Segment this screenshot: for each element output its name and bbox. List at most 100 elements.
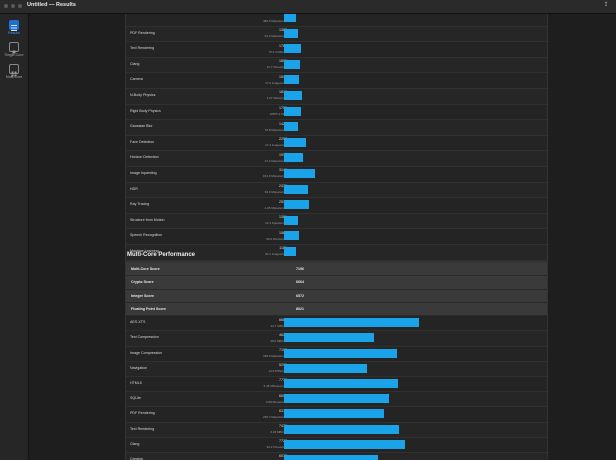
score-bar xyxy=(284,215,298,225)
summary-score-name: Floating Point Score xyxy=(131,306,166,311)
workload-row: Ray Tracing 2536 2.05 Mpixels/sec xyxy=(126,198,547,214)
score-bar xyxy=(284,333,374,343)
workload-throughput: 17.4 images/sec xyxy=(265,143,287,148)
sidebar-item-multi-core[interactable]: Multi-Core xyxy=(0,64,28,79)
workload-score: 1582 xyxy=(279,230,287,235)
workload-throughput: 28.0 MB/sec xyxy=(270,338,287,343)
workload-throughput: 2.05 Mpixels/sec xyxy=(264,205,287,210)
workload-row: N-Body Physics 1818 1.37 Minstr/sec xyxy=(126,88,547,105)
workload-throughput: 1.37 Minstr/sec xyxy=(266,96,287,101)
multi-core-table: Multi-Core Score 7196 Crypto Score 6664 Inte… xyxy=(125,262,548,460)
workload-row: Image Inpainting 3140 154.0 Mpixels/sec xyxy=(126,167,547,183)
score-bar xyxy=(284,14,296,22)
workload-name: AES-XTS xyxy=(130,320,146,325)
summary-score-value: 8021 xyxy=(296,306,304,311)
workload-score: 1750 xyxy=(279,106,287,111)
workload-throughput: 47.2 Mpixels/sec xyxy=(264,158,287,163)
share-icon[interactable]: ⇪ xyxy=(603,2,609,8)
workload-throughput: 10875.3 FPS xyxy=(269,112,287,117)
score-bar xyxy=(284,44,302,54)
score-bar xyxy=(284,231,300,241)
results-content[interactable]: 486.6 Mpixels/sec PDF Rendering 1385 64.4 M… xyxy=(29,14,616,460)
workload-score: 2257 xyxy=(279,137,287,142)
workload-score: 2478 xyxy=(279,184,287,189)
workload-score: 6659 xyxy=(279,393,287,398)
workload-score: 1650 xyxy=(279,59,287,64)
workload-throughput: 154.0 Mpixels/sec xyxy=(262,174,287,179)
workload-row: Horizon Detection 1916 47.2 Mpixels/sec xyxy=(126,151,547,167)
workload-name: HTML5 xyxy=(130,380,142,385)
workload-name: N-Body Physics xyxy=(130,92,156,97)
workload-name: Ray Tracing xyxy=(130,202,150,207)
workload-score: 3140 xyxy=(279,168,287,173)
sidebar: Results Single-Core Multi-Core xyxy=(0,14,29,460)
summary-score-value: 7196 xyxy=(296,267,304,271)
workload-row: 486.6 Mpixels/sec xyxy=(126,14,547,27)
workload-row: HTML5 7733 5.45 MNodes/sec xyxy=(126,377,547,393)
score-bar xyxy=(284,439,405,449)
workload-score: 1429 xyxy=(279,121,287,126)
workload-row: SQLite 6659 2.08 Mrows/sec xyxy=(126,392,547,408)
workload-score: 1916 xyxy=(279,152,287,157)
score-bar xyxy=(284,137,307,147)
score-bar xyxy=(284,153,303,163)
minimize-window-button[interactable] xyxy=(11,4,15,8)
workload-score: 6664 xyxy=(279,317,287,322)
workload-throughput: 17.9 images/sec xyxy=(265,80,287,85)
score-bar xyxy=(284,318,420,328)
workload-row: Speech Recognition 1582 50.6 Words/sec xyxy=(126,229,547,245)
workload-name: Face Detection xyxy=(130,139,155,144)
workload-throughput: 64.4 Mpixels/sec xyxy=(264,34,287,39)
summary-score-name: Crypto Score xyxy=(131,280,154,285)
workload-name: Text Rendering xyxy=(130,426,155,431)
workload-row: Text Compression 4628 28.0 MB/sec xyxy=(126,331,547,347)
summary-score-name: Integer Score xyxy=(131,293,154,298)
score-bar xyxy=(284,90,302,100)
summary-score-value: 6572 xyxy=(296,293,304,298)
sidebar-item-single-core[interactable]: Single-Core xyxy=(0,42,28,57)
results-icon xyxy=(9,20,19,31)
workload-score: 7727 xyxy=(279,439,287,444)
workload-throughput: 2.08 Mrows/sec xyxy=(265,399,287,404)
workload-score: 1385 xyxy=(279,28,287,33)
section-title: Multi-Core Performance xyxy=(127,252,196,258)
workload-throughput: 33.6 Mpixels/sec xyxy=(264,190,287,195)
workload-name: PDF Rendering xyxy=(130,30,155,35)
workload-score: 6370 xyxy=(279,408,287,413)
score-bar xyxy=(284,59,301,69)
workload-score: 1818 xyxy=(279,90,287,95)
workload-row: Camera603270.0 images/sec xyxy=(126,452,547,460)
workload-score: 1386 xyxy=(279,215,287,220)
score-bar xyxy=(284,75,300,85)
score-bar xyxy=(284,246,296,256)
workload-row: Text Rendering 7476 2.33 MB/sec xyxy=(126,422,547,438)
workload-row: AES-XTS 6664 14.7 GB/sec xyxy=(126,316,547,332)
title-bar: Untitled — Results ⇪ xyxy=(0,0,616,14)
sidebar-item-label: Results xyxy=(8,31,20,35)
score-bar xyxy=(284,168,315,178)
workload-row: Camera 1547 17.9 images/sec xyxy=(126,73,547,89)
window-title: Untitled — Results xyxy=(27,2,76,8)
workload-score: 7733 xyxy=(279,378,287,383)
score-bar xyxy=(284,200,309,210)
workload-row: Clang 1650 12.7 Klines/sec xyxy=(126,57,547,74)
workload-name: Gaussian Blur xyxy=(130,124,153,129)
sidebar-item-results[interactable]: Results xyxy=(0,20,28,35)
workload-row: Text Rendering 1760 571.4 KB/sec xyxy=(126,42,547,58)
score-bar xyxy=(284,348,397,358)
workload-row: Machine Learning 1186 30.1 images/sec xyxy=(126,244,547,261)
zoom-window-button[interactable] xyxy=(18,4,22,8)
score-bar xyxy=(284,454,378,460)
workload-score: 7476 xyxy=(279,424,287,428)
score-bar xyxy=(284,122,299,132)
workload-name: Horizon Detection xyxy=(130,155,159,160)
workload-throughput: 2.33 MB/sec xyxy=(270,430,287,434)
workload-row: Navigation 5290 14.9 MTE/sec xyxy=(126,361,547,377)
summary-score-row: Integer Score 6572 xyxy=(126,289,547,303)
summary-score-name: Multi-Core Score xyxy=(131,267,160,271)
multi-core-icon xyxy=(9,64,19,77)
workload-throughput: 338.6 Mpixels/sec xyxy=(262,354,287,359)
workload-score: 1760 xyxy=(279,43,287,48)
close-window-button[interactable] xyxy=(4,4,8,8)
score-bar xyxy=(284,378,399,388)
